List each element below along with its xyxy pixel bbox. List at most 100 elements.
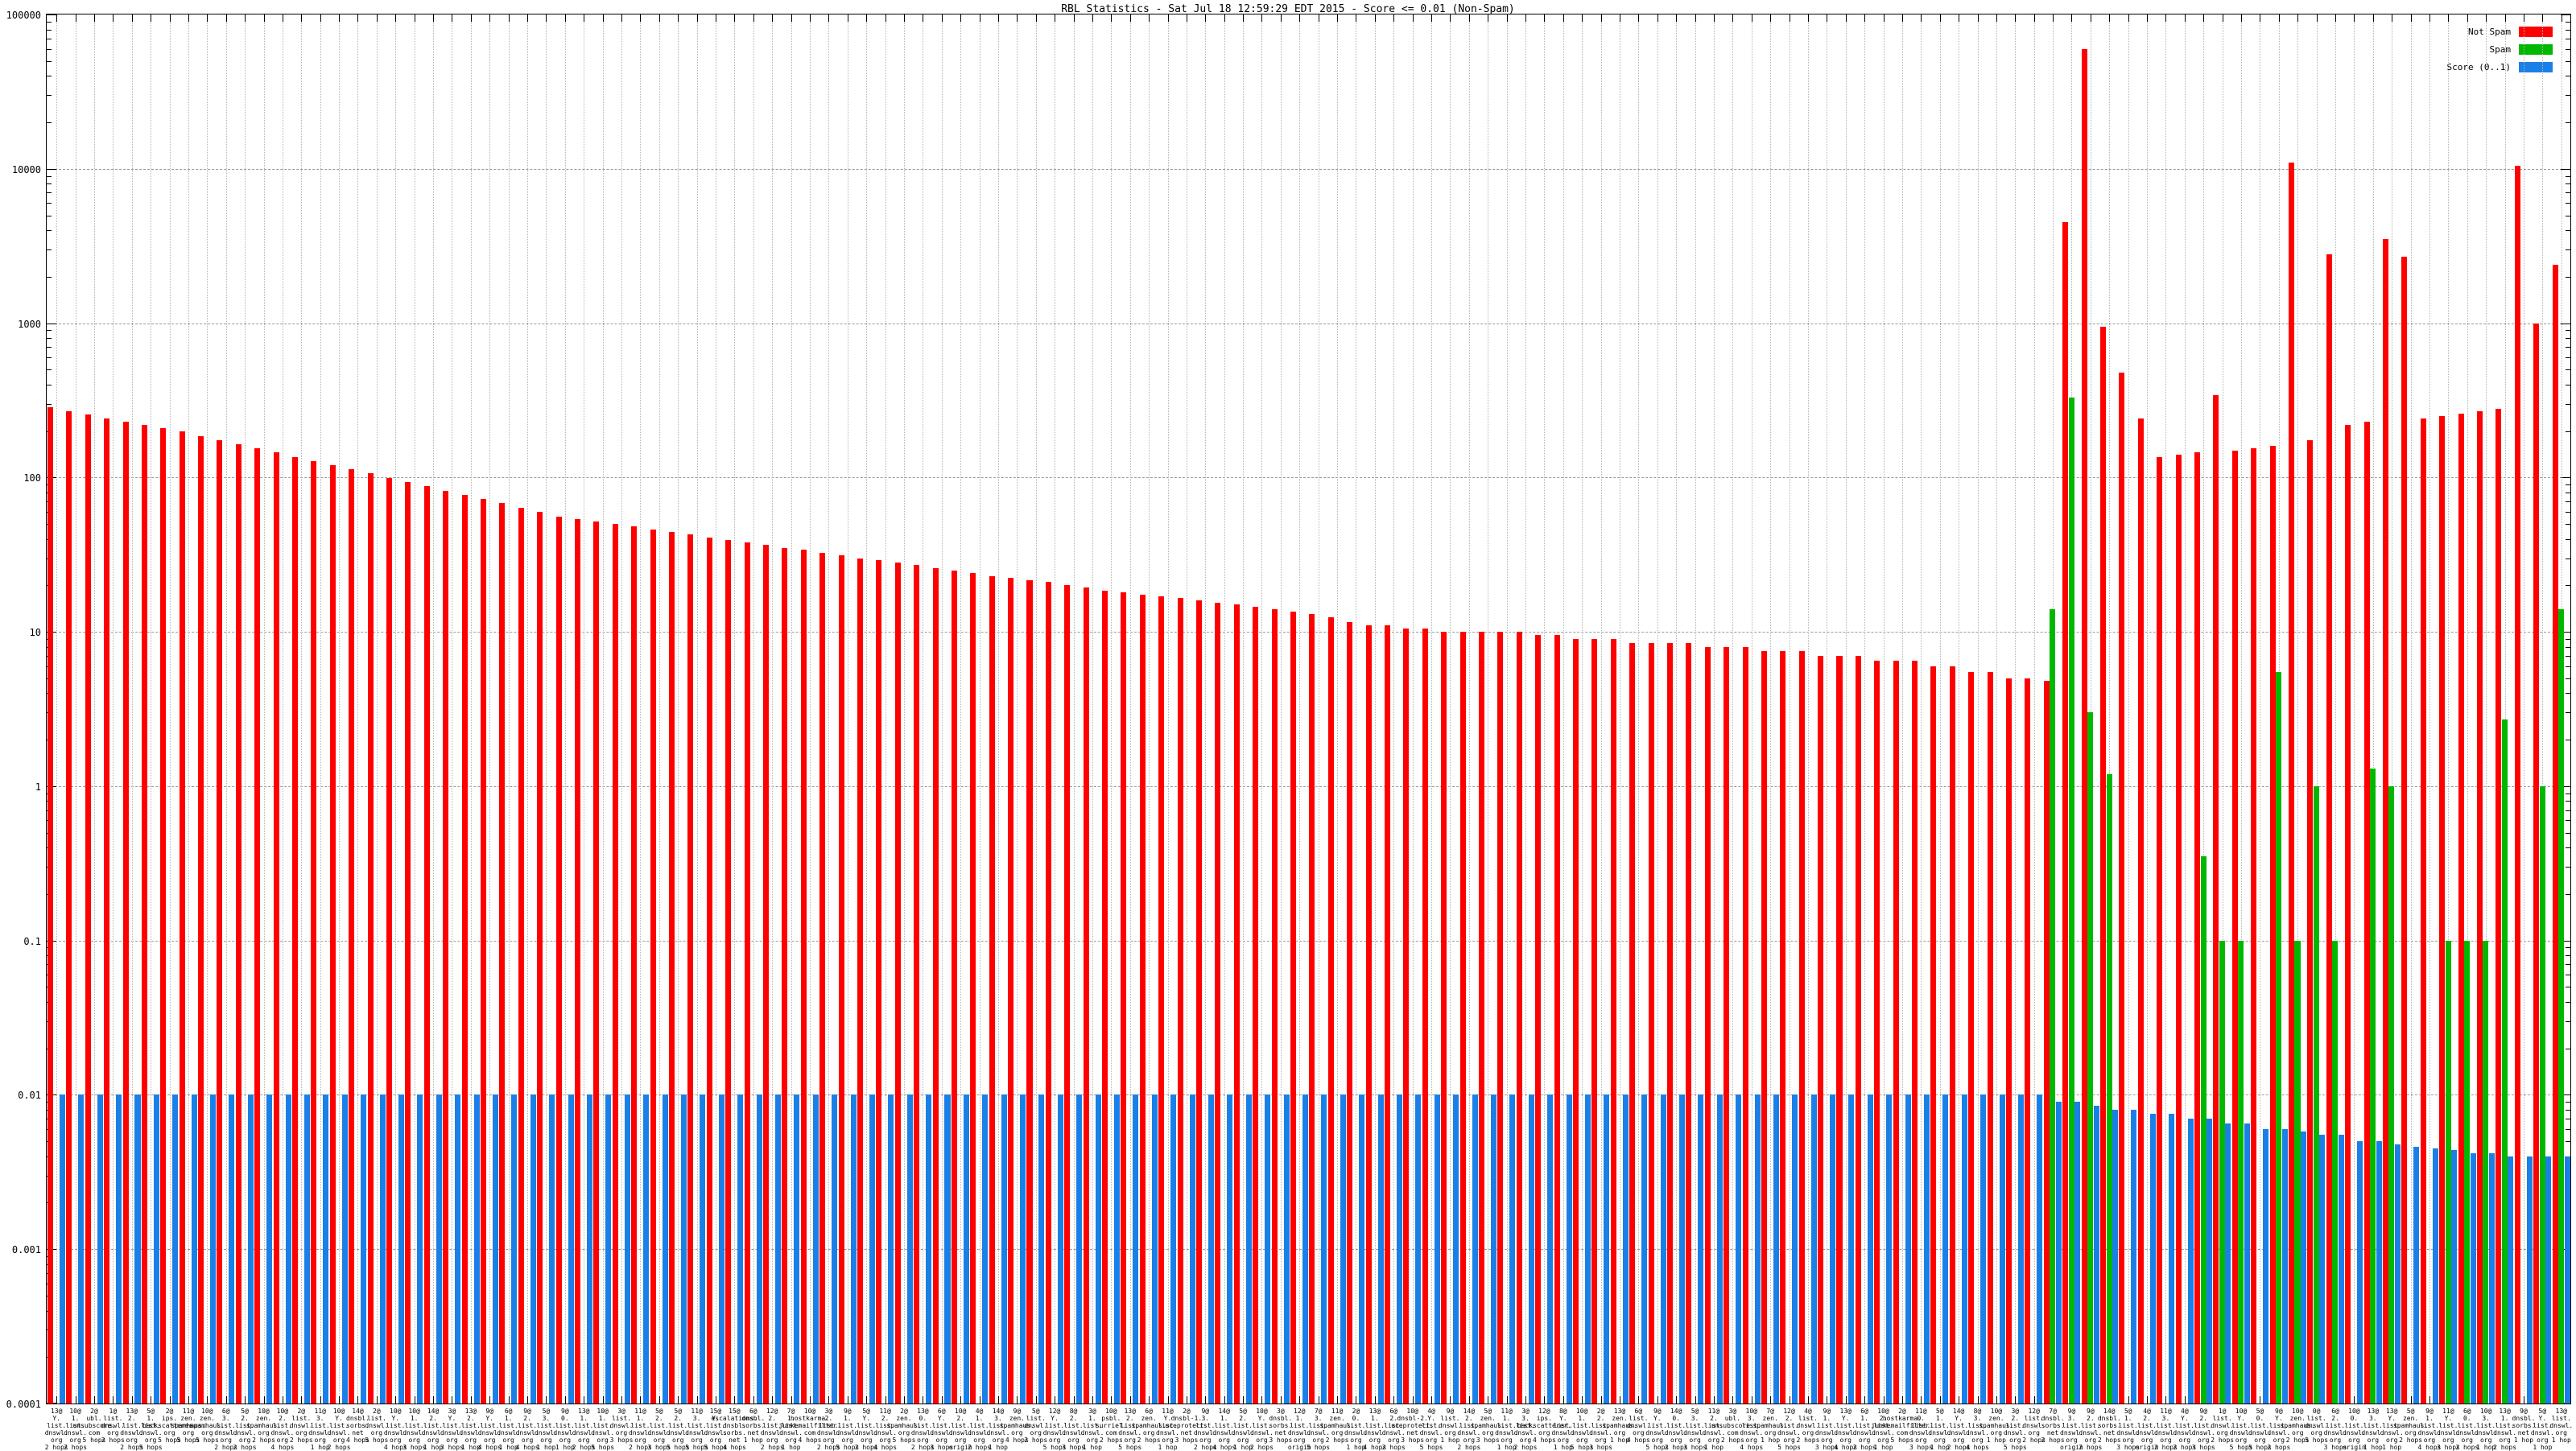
not-spam-bar <box>574 518 580 1404</box>
not-spam-bar <box>2514 165 2520 1404</box>
y-minor-tick <box>2566 511 2570 513</box>
x-tick-bottom <box>1035 1396 1037 1404</box>
score-bar <box>1133 1094 1139 1404</box>
y-minor-tick <box>2566 646 2570 648</box>
y-tick-label: 1000 <box>18 318 41 330</box>
not-spam-bar <box>894 563 901 1404</box>
not-spam-bar <box>2288 162 2294 1404</box>
not-spam-bar <box>2251 447 2257 1404</box>
x-grid-line <box>2241 14 2243 1404</box>
not-spam-bar <box>2345 424 2351 1404</box>
not-spam-bar <box>593 521 600 1404</box>
not-spam-bar <box>1121 592 1127 1404</box>
score-bar <box>2394 1144 2401 1404</box>
x-tick-label: 13@ 0. list. dnswl. org 2 hops <box>910 1408 935 1451</box>
x-tick-top <box>1468 14 1470 22</box>
score-bar <box>530 1094 536 1404</box>
not-spam-bar <box>198 435 204 1404</box>
score-bar <box>1698 1094 1704 1404</box>
x-tick-top <box>2410 14 2412 22</box>
score-bar <box>1396 1094 1402 1404</box>
bar-group <box>461 14 480 1404</box>
score-bar <box>379 1094 386 1404</box>
not-spam-bar <box>1686 642 1692 1404</box>
y-minor-tick <box>2566 666 2570 667</box>
x-grid-line <box>696 14 698 1404</box>
y-minor-tick <box>2566 1020 2570 1022</box>
y-tick-label: 100000 <box>6 10 41 21</box>
score-bar <box>794 1094 800 1404</box>
y-minor-tick <box>2566 338 2570 340</box>
not-spam-bar <box>762 545 769 1404</box>
score-bar <box>2432 1148 2438 1404</box>
not-spam-bar <box>2420 418 2426 1404</box>
not-spam-bar <box>1554 635 1560 1404</box>
x-tick-bottom <box>470 1396 472 1404</box>
x-tick-top <box>2316 14 2318 22</box>
score-bar <box>361 1094 367 1404</box>
not-spam-bar <box>2025 678 2031 1404</box>
score-bar <box>2131 1110 2137 1404</box>
x-grid-line <box>602 14 604 1404</box>
x-tick-bottom <box>809 1396 811 1404</box>
score-bar <box>417 1094 423 1404</box>
not-spam-bar <box>47 407 53 1404</box>
x-tick-label: 12@ 2. list. dnswl. org 5 hops <box>1777 1408 1801 1451</box>
spam-bar <box>2332 940 2339 1404</box>
score-bar <box>1810 1094 1817 1404</box>
score-bar <box>116 1094 122 1404</box>
y-minor-tick <box>2566 810 2570 811</box>
x-grid-line <box>772 14 774 1404</box>
x-tick-label: 13@ Y. list. dnswl. org 2 hops <box>44 1408 68 1451</box>
bar-group <box>1045 14 1063 1404</box>
bar-group <box>1987 14 2005 1404</box>
y-minor-tick <box>2566 183 2570 185</box>
x-tick-label: 5@ 2. list. dnswl. org 5 hops <box>666 1408 690 1451</box>
x-tick-bottom <box>320 1396 321 1404</box>
not-spam-bar <box>1666 642 1673 1404</box>
x-tick-label: 10@ 1. list. dnswl. org 2 hops <box>64 1408 88 1451</box>
x-grid-line <box>903 14 905 1404</box>
bar-group <box>1026 14 1045 1404</box>
x-tick-label: 15@ escalations. dnsbl. sorbs. net 4 hop… <box>711 1408 758 1451</box>
not-spam-bar <box>2476 410 2483 1404</box>
not-spam-bar <box>499 503 506 1404</box>
y-grid-line <box>47 168 2570 170</box>
score-bar <box>2112 1110 2119 1404</box>
not-spam-bar <box>2175 455 2182 1404</box>
x-tick-top <box>1243 14 1245 22</box>
x-tick-label: 10@ zen. spamhaus. org 5 hops <box>189 1408 225 1444</box>
y-minor-tick <box>2566 801 2570 802</box>
not-spam-bar <box>405 482 411 1404</box>
not-spam-bar <box>160 428 167 1404</box>
x-grid-line <box>433 14 435 1404</box>
not-spam-bar <box>1478 632 1484 1404</box>
x-tick-top <box>1600 14 1602 22</box>
y-minor-tick <box>2566 203 2570 204</box>
x-tick-top <box>188 14 189 22</box>
not-spam-bar <box>1893 661 1899 1404</box>
x-tick-bottom <box>1883 1396 1885 1404</box>
y-grid-line <box>47 940 2570 942</box>
bar-group <box>442 14 461 1404</box>
bar-group <box>1121 14 1139 1404</box>
bar-group <box>1402 14 1422 1404</box>
not-spam-bar <box>85 414 91 1404</box>
y-minor-tick <box>2566 712 2570 714</box>
not-spam-bar <box>1177 598 1183 1404</box>
x-grid-line <box>2316 14 2318 1404</box>
not-spam-bar <box>1385 625 1391 1404</box>
x-tick-label: 10@ 2. list. dnswl. org origin <box>948 1408 972 1451</box>
x-tick-top <box>2354 14 2355 22</box>
score-bar <box>285 1094 291 1404</box>
y-minor-tick <box>47 175 52 177</box>
not-spam-bar <box>1572 638 1579 1404</box>
x-tick-label: 5@ 2. list. dnswl. org 1 hop <box>1231 1408 1255 1451</box>
x-tick-bottom <box>658 1396 660 1404</box>
x-tick-label: 9@ 1. list. dnswl. org 4 hops <box>2417 1408 2442 1451</box>
score-bar <box>134 1094 141 1404</box>
not-spam-bar <box>1742 646 1748 1404</box>
not-spam-swatch-icon <box>2519 26 2553 37</box>
x-grid-line <box>1073 14 1075 1404</box>
x-tick-label: 10@ Y. list. dnswl. org 4 hops <box>383 1408 407 1451</box>
